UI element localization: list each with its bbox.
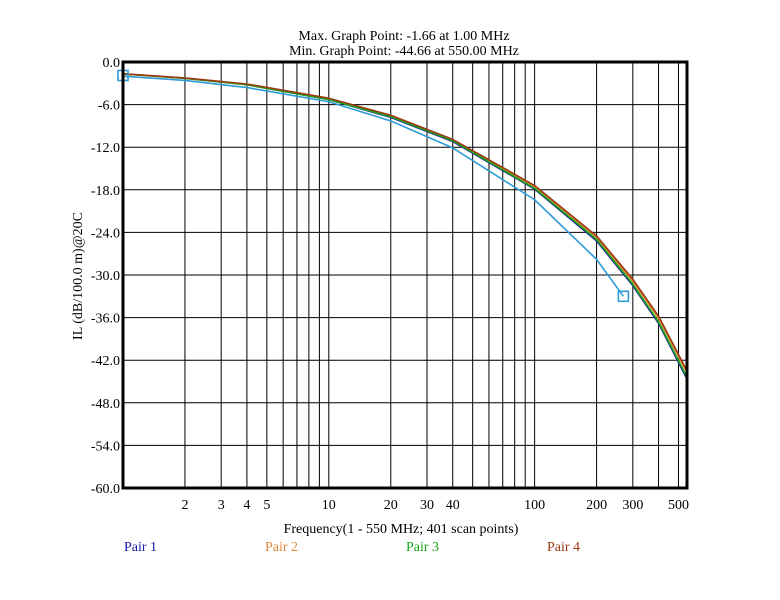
max-graph-point-label: Max. Graph Point: -1.66 at 1.00 MHz — [298, 29, 510, 44]
y-tick-label: -42.0 — [91, 354, 120, 369]
y-tick-label: -30.0 — [91, 269, 120, 284]
axes: 0.0 -6.0 -12.0 -18.0 -24.0 -30.0 -36.0 -42.0 -48… — [91, 56, 689, 513]
min-graph-point-label: Min. Graph Point: -44.66 at 550.00 MHz — [289, 44, 519, 59]
x-tick-label: 4 — [243, 498, 250, 513]
marker-square-2 — [617, 290, 630, 303]
x-tick-label: 300 — [622, 498, 643, 513]
series-line-5 — [122, 75, 625, 297]
y-axis-label: IL (dB/100.0 m)@20C — [71, 212, 86, 340]
x-tick-label: 10 — [322, 498, 336, 513]
y-tick-label: 0.0 — [103, 56, 121, 71]
x-tick-label: 100 — [524, 498, 545, 513]
x-tick-label: 40 — [446, 498, 460, 513]
y-tick-label: -24.0 — [91, 226, 120, 241]
legend-item-pair-4: Pair 4 — [547, 540, 581, 555]
plot-frame — [121, 60, 689, 490]
y-tick-label: -12.0 — [91, 141, 120, 156]
legend-item-pair-2: Pair 2 — [265, 540, 299, 555]
x-tick-label: 5 — [263, 498, 270, 513]
x-tick-label: 3 — [218, 498, 225, 513]
series-line-1 — [122, 72, 688, 380]
x-tick-label: 500 — [668, 498, 689, 513]
series-line-4 — [122, 72, 688, 372]
y-tick-label: -36.0 — [91, 312, 120, 327]
x-tick-label: 200 — [586, 498, 607, 513]
series-line-2 — [122, 73, 688, 374]
y-tick-label: -54.0 — [91, 439, 120, 454]
series-layer — [117, 69, 688, 380]
x-tick-label: 2 — [181, 498, 188, 513]
legend-item-pair-1: Pair 1 — [124, 540, 158, 555]
x-tick-label: 30 — [420, 498, 434, 513]
x-axis-label: Frequency(1 - 550 MHz; 401 scan points) — [283, 522, 519, 537]
y-tick-label: -48.0 — [91, 397, 120, 412]
y-tick-label: -60.0 — [91, 482, 120, 497]
y-tick-label: -6.0 — [98, 99, 120, 114]
legend-item-pair-3: Pair 3 — [406, 540, 440, 555]
series-line-3 — [122, 73, 688, 378]
x-tick-label: 20 — [384, 498, 398, 513]
grid — [123, 62, 687, 488]
y-tick-label: -18.0 — [91, 184, 120, 199]
